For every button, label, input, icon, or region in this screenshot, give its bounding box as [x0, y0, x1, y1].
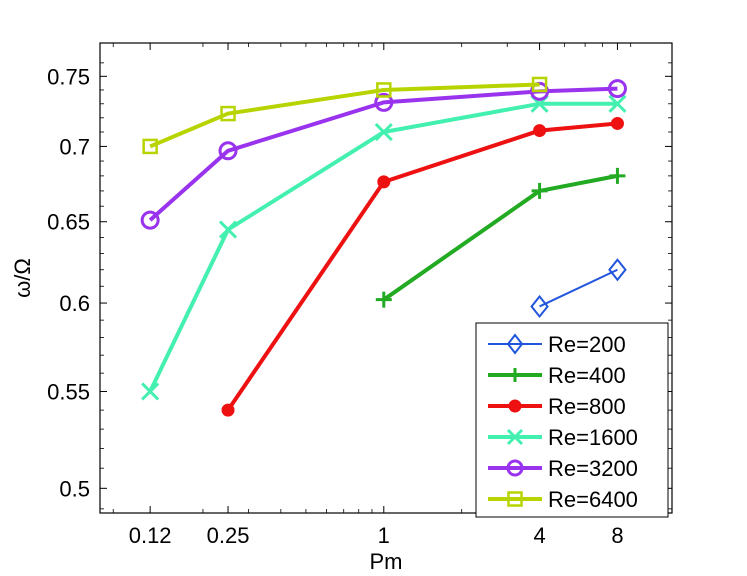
legend-item: Re=6400 — [488, 487, 638, 512]
data-point-square — [531, 76, 548, 93]
legend-item: Re=400 — [488, 363, 626, 388]
series-line — [148, 86, 618, 222]
data-point-plus — [531, 182, 548, 199]
x-b — [141, 382, 160, 401]
data-point-dot — [221, 403, 235, 417]
data-point-circle — [140, 210, 160, 230]
series-re-200 — [530, 258, 627, 319]
data-point-dot — [508, 399, 522, 413]
data-point-circle — [506, 459, 524, 477]
y-tick-label: 0.6 — [59, 291, 90, 316]
series-re-800 — [221, 116, 624, 417]
y-tick-label: 0.65 — [47, 210, 90, 235]
x-axis-label: Pm — [370, 549, 403, 574]
data-point-x — [374, 122, 393, 142]
legend-label: Re=3200 — [548, 456, 638, 481]
x-tick-label: 8 — [611, 523, 623, 548]
legend-item: Re=3200 — [488, 456, 638, 481]
legend-label: Re=200 — [548, 332, 626, 357]
x-b — [218, 220, 238, 239]
data-point-x — [218, 220, 238, 239]
legend-item: Re=200 — [488, 332, 626, 357]
data-point-square — [507, 491, 523, 507]
data-point-circle — [530, 81, 550, 101]
legend-box — [475, 322, 669, 518]
data-point-x — [506, 428, 524, 446]
x-b — [374, 122, 393, 142]
axes: 0.5 0.55 0.6 0.65 0.7 0.75 0.12 0.25 1 4 8 — [47, 42, 673, 548]
x-tick-label: 1 — [378, 523, 390, 548]
series-line — [226, 121, 618, 412]
data-point-circle — [218, 141, 238, 161]
x-b — [506, 428, 524, 446]
series-re-1600 — [141, 94, 627, 401]
data-point-square — [376, 82, 392, 98]
data-point-plus — [609, 167, 626, 184]
y-tick-label: 0.7 — [59, 134, 90, 159]
legend-item: Re=1600 — [488, 425, 638, 450]
plot-area — [140, 76, 627, 417]
y-tick-label: 0.75 — [47, 64, 90, 89]
data-point-x — [141, 382, 160, 401]
x-b — [608, 94, 627, 113]
legend-label: Re=1600 — [548, 425, 638, 450]
series-re-400 — [375, 167, 626, 308]
axes-frame — [99, 42, 673, 514]
data-point-square — [220, 105, 236, 122]
legend-label: Re=400 — [548, 363, 626, 388]
data-point-plus — [375, 291, 392, 308]
data-point-dot — [377, 175, 391, 189]
data-point-diamond — [608, 258, 627, 282]
legend-label: Re=800 — [548, 394, 626, 419]
y-tick-label: 0.55 — [47, 379, 90, 404]
series-line — [149, 82, 540, 149]
x-tick-label: 0.25 — [207, 523, 250, 548]
data-point-dot — [533, 124, 547, 138]
legend-label: Re=6400 — [548, 487, 638, 512]
data-point-circle — [374, 92, 394, 112]
data-point-diamond — [530, 294, 549, 319]
data-point-circle — [607, 79, 627, 99]
series-re-6400 — [142, 76, 548, 155]
data-point-dot — [610, 116, 624, 130]
data-point-square — [142, 138, 158, 155]
data-point-diamond — [506, 333, 524, 355]
y-axis-label: ω/Ω — [10, 258, 35, 298]
y-tick-label: 0.5 — [59, 476, 90, 501]
legend-item: Re=800 — [488, 394, 626, 419]
x-tick-label: 4 — [533, 523, 545, 548]
series-re-3200 — [140, 79, 627, 230]
series-line — [539, 268, 618, 308]
legend: Re=200 Re=400 Re=800 Re=1600 Re=3200 Re=6400 — [475, 322, 669, 518]
x-tick-label: 0.12 — [129, 523, 172, 548]
data-point-plus — [508, 368, 522, 382]
data-point-x — [608, 94, 627, 113]
